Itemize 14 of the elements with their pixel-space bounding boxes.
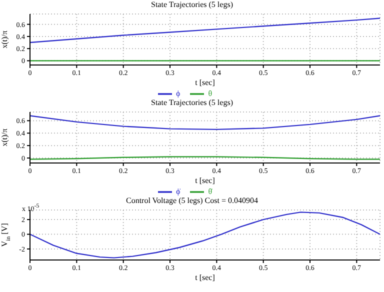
legend-label: ϕ̇ (176, 186, 180, 196)
legend-label: ϕ (176, 88, 180, 98)
x-axis-title: t [sec] (195, 273, 216, 282)
chart-title: State Trajectories (5 legs) (150, 0, 234, 10)
line-series (30, 18, 380, 44)
y-axis-title: x(t)/π (0, 30, 9, 48)
x-axis-title: t [sec] (195, 176, 216, 185)
legend-label: θ̇ (208, 186, 212, 196)
x-axis-title: t [sec] (195, 78, 216, 87)
line-series (30, 115, 380, 130)
chart-title: State Trajectories (5 legs) (150, 98, 234, 108)
legend-label: θ (208, 88, 212, 98)
chart-title: Control Voltage (5 legs) Cost = 0.040904 (126, 196, 258, 205)
y-axis-title: x(t)/π (0, 128, 9, 146)
